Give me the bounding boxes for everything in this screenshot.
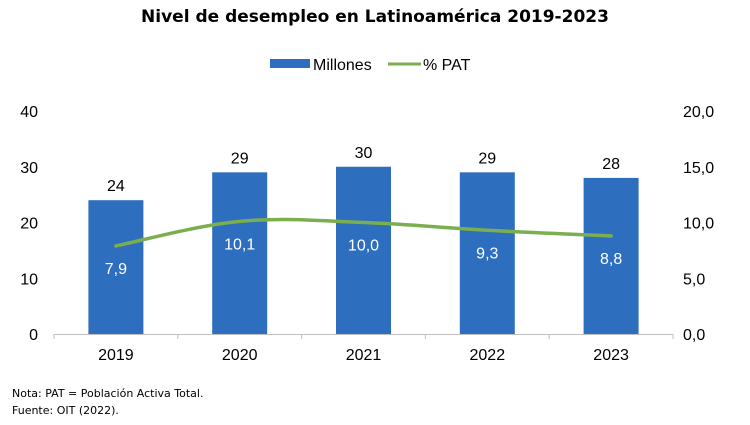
bar (88, 200, 144, 334)
bar (583, 177, 639, 334)
legend-label-line: % PAT (423, 57, 471, 74)
bar-value-label: 28 (602, 156, 620, 173)
bar (212, 172, 268, 334)
source-text: Fuente: OIT (2022). (12, 404, 119, 417)
note-text: Nota: PAT = Población Activa Total. (12, 387, 204, 400)
y-left-tick-label: 20 (20, 216, 38, 233)
bar-series (88, 166, 639, 334)
bar-value-label: 30 (355, 145, 373, 162)
y-right-tick-label: 15,0 (683, 160, 714, 177)
line-series (114, 217, 613, 248)
legend: Millones % PAT (270, 57, 471, 74)
x-tick-label: 2020 (222, 347, 258, 364)
x-tick-label: 2022 (470, 347, 506, 364)
data-labels: 24 29 30 29 28 7,9 10,1 10,0 9,3 8,8 (105, 145, 623, 278)
bar (459, 172, 515, 334)
combo-chart: Nivel de desempleo en Latinoamérica 2019… (20, 7, 714, 364)
bar-value-label: 29 (231, 150, 249, 167)
y-left-tick-label: 40 (20, 104, 38, 121)
line-value-label: 10,1 (224, 236, 255, 253)
legend-label-bar: Millones (313, 57, 372, 74)
x-tick-label: 2021 (346, 347, 382, 364)
axes: 2019 2020 2021 2022 2023 0 10 20 30 40 0,0 5,0 10,0 1… (20, 104, 714, 364)
line-value-label: 7,9 (105, 261, 127, 278)
y-right-tick-label: 5,0 (683, 271, 705, 288)
y-right-tick-label: 10,0 (683, 216, 714, 233)
bar-value-label: 24 (107, 178, 125, 195)
line-value-label: 9,3 (476, 245, 498, 262)
line-value-label: 8,8 (600, 251, 622, 268)
x-tick-label: 2019 (98, 347, 134, 364)
x-tick-label: 2023 (593, 347, 629, 364)
legend-swatch-bar (270, 59, 310, 68)
y-right-tick-label: 20,0 (683, 104, 714, 121)
bar (336, 166, 391, 334)
y-left-tick-label: 10 (20, 271, 38, 288)
bar-value-label: 29 (478, 150, 496, 167)
y-left-tick-label: 0 (29, 327, 38, 344)
chart-title: Nivel de desempleo en Latinoamérica 2019… (141, 7, 609, 27)
line-value-label: 10,0 (348, 238, 379, 255)
y-left-tick-label: 30 (20, 160, 38, 177)
chart-notes: Nota: PAT = Población Activa Total. Fuen… (12, 385, 203, 419)
y-right-tick-label: 0,0 (683, 327, 705, 344)
